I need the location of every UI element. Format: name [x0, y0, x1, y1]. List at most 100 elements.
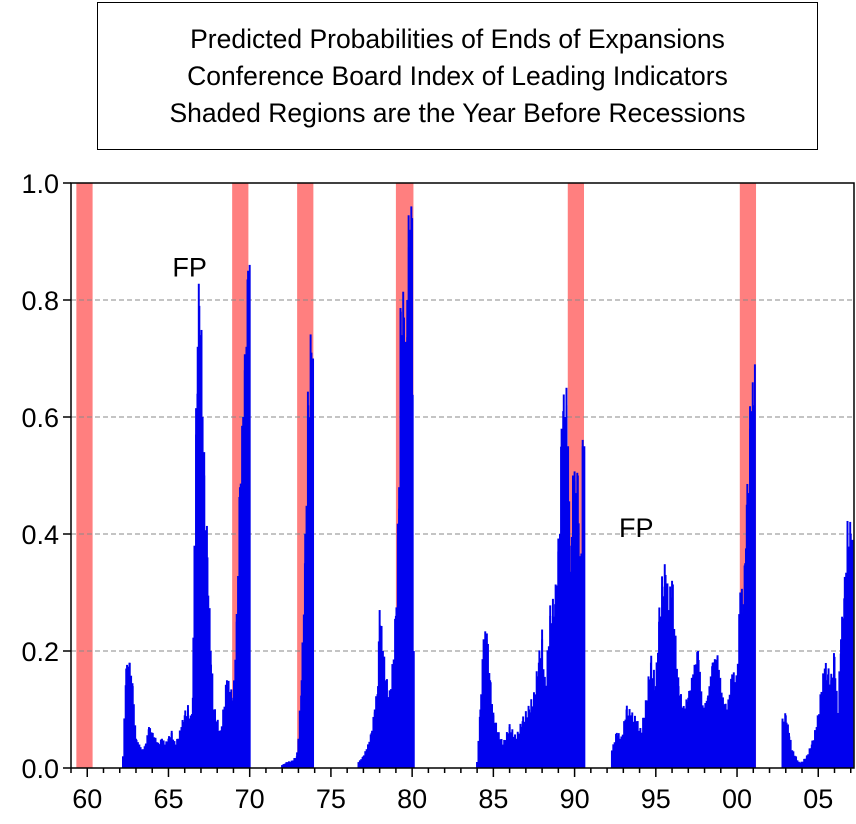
probability-bar-3-19 [383, 656, 386, 768]
probability-bar-6-8 [792, 751, 795, 768]
probability-bar-2-6 [289, 761, 292, 768]
y-tick-label-2: 0.4 [21, 520, 59, 550]
probability-peak-1-9 [151, 732, 154, 768]
probability-peak-1-10 [154, 738, 157, 768]
probability-peak-3-16 [404, 387, 407, 768]
probability-bar-5-2 [613, 742, 616, 768]
probability-bar-1-44 [181, 719, 184, 768]
probability-peak-2-0 [281, 765, 284, 768]
probability-bar-1-42 [178, 730, 181, 768]
probability-bar-5-24 [643, 717, 646, 768]
probability-peak-6-17 [843, 598, 846, 768]
probability-bar-5-16 [632, 721, 635, 768]
probability-peak-1-23 [193, 545, 196, 768]
probability-bar-2-16 [302, 614, 305, 768]
probability-bar-3-22 [387, 697, 390, 768]
probability-peak-6-5 [797, 762, 800, 768]
probability-bar-4-53 [547, 646, 550, 768]
probability-peak-1-18 [180, 727, 183, 768]
probability-peak-5-19 [692, 674, 695, 768]
probability-peak-5-15 [674, 639, 677, 768]
probability-bar-5-70 [705, 700, 708, 768]
probability-peak-5-14 [671, 580, 674, 768]
probability-bar-6-1 [782, 721, 785, 768]
probability-peak-4-25 [568, 545, 571, 768]
probability-bar-4-1 [477, 740, 480, 768]
probability-peak-2-7 [307, 405, 310, 768]
probability-bar-6-47 [845, 572, 848, 768]
probability-peak-5-34 [749, 428, 752, 768]
probability-peak-4-24 [567, 446, 570, 768]
probability-peak-3-14 [401, 335, 404, 768]
probability-bar-4-31 [518, 733, 521, 768]
probability-bar-6-11 [796, 760, 799, 768]
probability-peak-5-24 [716, 656, 719, 768]
probability-bar-1-61 [204, 530, 207, 768]
probability-peak-5-3 [625, 709, 628, 768]
probability-peak-6-19 [849, 534, 852, 768]
probability-bar-3-26 [392, 659, 395, 768]
probability-bar-6-28 [819, 694, 822, 768]
probability-bar-1-85 [237, 575, 240, 768]
probability-bar-4-23 [507, 733, 510, 768]
probability-peak-5-22 [706, 697, 709, 768]
probability-bar-5-62 [694, 664, 697, 768]
probability-peak-6-12 [827, 674, 829, 768]
probability-bar-5-68 [703, 707, 705, 768]
annotation-fp-1: FP [172, 253, 207, 283]
probability-peak-3-10 [391, 668, 394, 768]
probability-peak-1-39 [235, 621, 238, 768]
probability-peak-6-16 [840, 639, 842, 768]
probability-bar-5-43 [669, 586, 672, 768]
probability-bar-5-17 [633, 715, 636, 768]
y-tick-label-5: 1.0 [21, 169, 59, 199]
probability-bar-5-34 [657, 652, 659, 768]
probability-peak-5-5 [635, 721, 638, 768]
probability-bar-4-52 [546, 650, 549, 768]
probability-peak-5-16 [677, 686, 680, 768]
probability-bar-4-41 [531, 706, 534, 768]
x-tick-label-6: 90 [560, 784, 590, 814]
probability-bar-5-77 [715, 659, 718, 768]
probability-peak-1-44 [247, 270, 250, 768]
probability-peak-2-3 [295, 756, 298, 768]
probability-bar-6-42 [838, 671, 841, 768]
probability-peak-4-34 [583, 446, 586, 768]
probability-peak-5-29 [739, 592, 742, 768]
probability-bar-1-47 [185, 716, 188, 768]
probability-peak-4-15 [544, 691, 547, 768]
probability-bar-1-76 [224, 684, 227, 768]
probability-bar-1-71 [218, 730, 221, 768]
probability-peak-2-4 [297, 738, 300, 768]
probability-bar-3-5 [364, 751, 367, 768]
x-tick-label-0: 60 [72, 784, 102, 814]
probability-bar-1-49 [188, 718, 191, 768]
y-tick-label-4: 0.8 [21, 286, 59, 316]
probability-bar-2-8 [292, 760, 294, 768]
probability-bar-1-37 [172, 739, 175, 768]
labels-layer: 0.0 0.2 0.4 0.6 0.8 1.0 60 65 70 75 80 85 90 95 00 05 FP… [21, 169, 833, 814]
probability-peak-1-19 [183, 715, 186, 768]
probability-peak-1-31 [209, 651, 212, 768]
probability-peak-3-19 [409, 229, 412, 769]
probability-bar-5-30 [651, 678, 654, 768]
x-tick-label-7: 95 [641, 784, 671, 814]
gridlines-layer [71, 299, 854, 652]
probability-bar-6-27 [818, 714, 821, 768]
probability-peak-5-28 [736, 680, 739, 768]
probability-bar-2-20 [308, 417, 311, 768]
probability-bar-2-5 [287, 761, 290, 768]
probability-peak-3-17 [406, 300, 409, 768]
probability-bar-5-26 [646, 700, 649, 768]
probability-bar-1-18 [146, 735, 149, 768]
probability-bar-5-94 [738, 614, 741, 768]
probability-bar-3-11 [372, 716, 375, 768]
probability-bar-5-31 [652, 669, 655, 768]
probability-bar-5-61 [693, 664, 696, 768]
probability-peak-4-16 [549, 615, 552, 768]
probability-peak-1-16 [173, 744, 176, 768]
probability-bar-4-20 [503, 739, 506, 768]
probability-peak-1-21 [190, 721, 193, 768]
probability-bar-4-43 [534, 694, 537, 768]
probability-peak-4-19 [558, 534, 561, 768]
